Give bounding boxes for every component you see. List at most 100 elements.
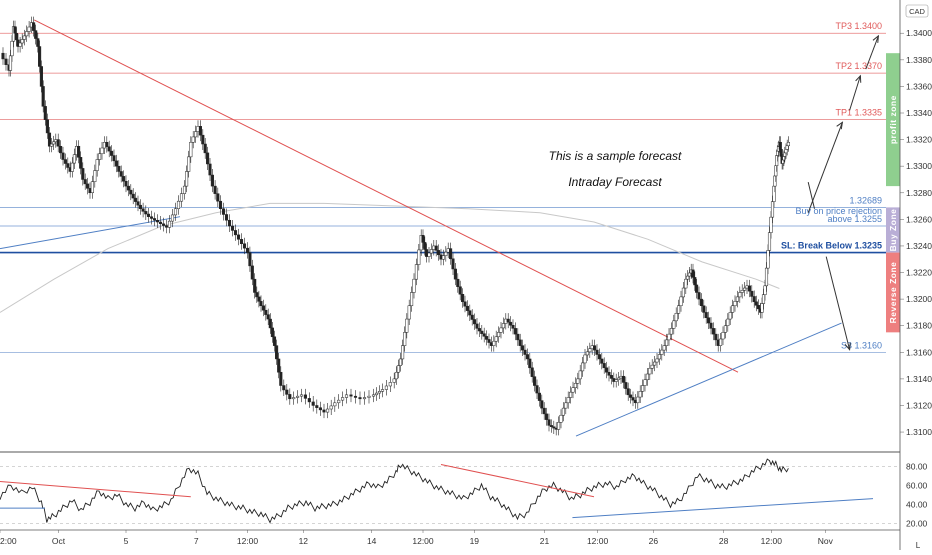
candle-body <box>377 391 382 394</box>
candle-body <box>621 375 625 383</box>
candle-body <box>170 214 175 222</box>
candle-body <box>146 213 151 217</box>
candle-body <box>672 320 676 329</box>
candle-body <box>221 208 226 215</box>
candle-body <box>32 22 36 31</box>
candle-body <box>695 284 699 293</box>
candle-body <box>105 141 109 147</box>
axis-toggle-label[interactable]: L <box>916 541 921 550</box>
candle-body <box>93 170 97 182</box>
candle-body <box>344 394 349 398</box>
level-label-S3: S3 1.3160 <box>841 340 882 350</box>
candle-body <box>497 332 501 338</box>
candle-body <box>657 354 661 360</box>
candle-body <box>756 305 760 310</box>
candle-body <box>561 407 565 416</box>
candle-body <box>545 413 549 420</box>
support-trendline-left <box>0 216 181 250</box>
candle-body <box>384 385 388 390</box>
candle-body <box>164 225 169 228</box>
candle-body <box>38 46 42 67</box>
candle-body <box>665 339 669 346</box>
candle-body <box>10 40 14 57</box>
candle-body <box>230 225 235 231</box>
rsi-divergence-line-1 <box>0 481 191 498</box>
candle-body <box>702 305 706 313</box>
candle-body <box>13 26 17 34</box>
candle-body <box>473 319 477 325</box>
candle-body <box>684 278 688 289</box>
candle-body <box>761 294 766 304</box>
candle-body <box>602 363 606 369</box>
candle-body <box>41 86 45 107</box>
candle-body <box>206 152 210 165</box>
candle-body <box>129 189 133 195</box>
candle-body <box>161 223 166 226</box>
candle-body <box>39 66 43 87</box>
time-tick-label: 12 <box>299 536 309 546</box>
candle-body <box>697 292 701 300</box>
candle-body <box>617 377 621 381</box>
candle-body <box>131 193 135 199</box>
candle-body <box>189 141 193 158</box>
price-tick-label: 1.33200 <box>906 135 932 145</box>
rsi-tick-label: 80.00 <box>906 461 928 471</box>
currency-badge[interactable] <box>905 4 929 18</box>
candle-body <box>66 163 70 168</box>
candle-body <box>760 303 764 313</box>
price-tick-label: 1.33600 <box>906 81 932 91</box>
candle-body <box>144 211 148 215</box>
time-tick-label: 26 <box>649 536 659 546</box>
candle-body <box>245 247 250 253</box>
candle-body <box>645 373 649 381</box>
candle-body <box>299 394 304 397</box>
candle-body <box>581 362 585 372</box>
candle-body <box>311 401 315 406</box>
candle-body <box>588 348 592 353</box>
candle-body <box>179 193 184 202</box>
candle-body <box>250 265 254 280</box>
candle-body <box>86 183 90 189</box>
candle-body <box>119 171 123 177</box>
candle-body <box>754 301 758 306</box>
candle-body <box>100 147 104 155</box>
candle-body <box>461 293 465 303</box>
time-tick-label: 19 <box>470 536 480 546</box>
candle-body <box>203 143 207 154</box>
zone-label-reverse-zone: Reverse Zone <box>888 262 898 324</box>
candle-body <box>441 255 445 260</box>
candle-body <box>499 327 503 333</box>
candle-body <box>728 312 732 320</box>
candle-body <box>77 145 81 158</box>
time-tick-label: 12:00 <box>587 536 609 546</box>
candle-body <box>45 119 49 134</box>
zone-profit-zone <box>886 53 900 187</box>
intraday-note: Intraday Forecast <box>568 175 662 189</box>
candle-body <box>43 106 47 120</box>
candle-body <box>380 389 385 392</box>
time-tick-label: Oct <box>52 536 66 546</box>
candle-body <box>709 322 713 329</box>
candle-body <box>667 333 671 341</box>
candle-body <box>50 143 54 147</box>
candle-body <box>292 397 296 400</box>
candle-body <box>735 296 739 302</box>
candle-body <box>72 154 76 164</box>
level-label-buy-on-rejection: Buy on price rejection <box>795 206 882 216</box>
zone-buy-zone <box>886 207 900 253</box>
candle-body <box>134 197 138 202</box>
candle-body <box>641 385 645 392</box>
candle-body <box>227 219 232 227</box>
candle-body <box>417 249 421 265</box>
price-tick-label: 1.32600 <box>906 214 932 224</box>
candle-body <box>414 264 418 280</box>
candle-body <box>707 317 711 324</box>
candle-body <box>98 153 102 160</box>
rsi-tick-label: 20.00 <box>906 518 928 528</box>
candle-body <box>401 345 405 360</box>
candle-body <box>631 397 635 401</box>
candle-body <box>686 275 690 280</box>
candle-body <box>535 385 539 394</box>
candle-body <box>750 290 754 297</box>
